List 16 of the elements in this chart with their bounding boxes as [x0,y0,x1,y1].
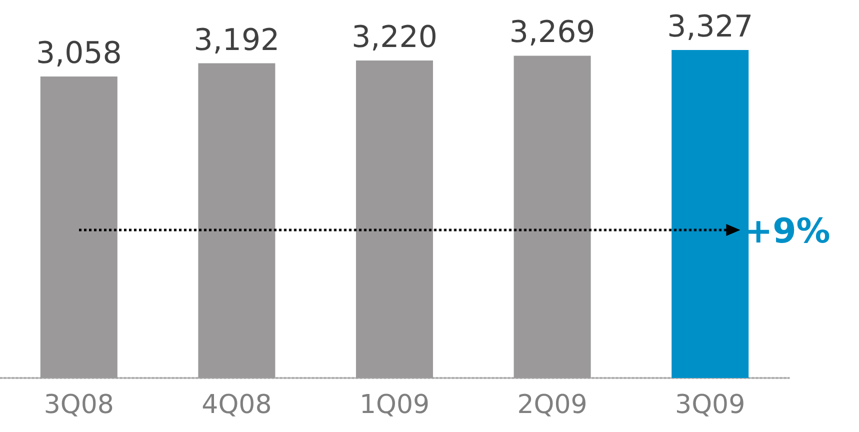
x-tick-label: 4Q08 [202,390,272,420]
bar [198,63,276,378]
x-tick-label: 3Q09 [675,390,746,420]
bar [514,56,591,378]
data-label: 3,058 [36,36,122,72]
x-tick-label: 3Q08 [44,390,114,420]
bar [356,60,433,378]
bar [672,50,749,378]
annotation: +9% [744,211,830,252]
x-tick-label: 2Q09 [517,390,588,420]
data-label: 3,192 [194,22,280,58]
data-label: 3,269 [509,15,596,50]
data-label: 3,220 [352,20,438,56]
x-tick-label: 1Q09 [359,390,430,420]
data-label: 3,327 [667,10,754,44]
bar [40,76,118,378]
